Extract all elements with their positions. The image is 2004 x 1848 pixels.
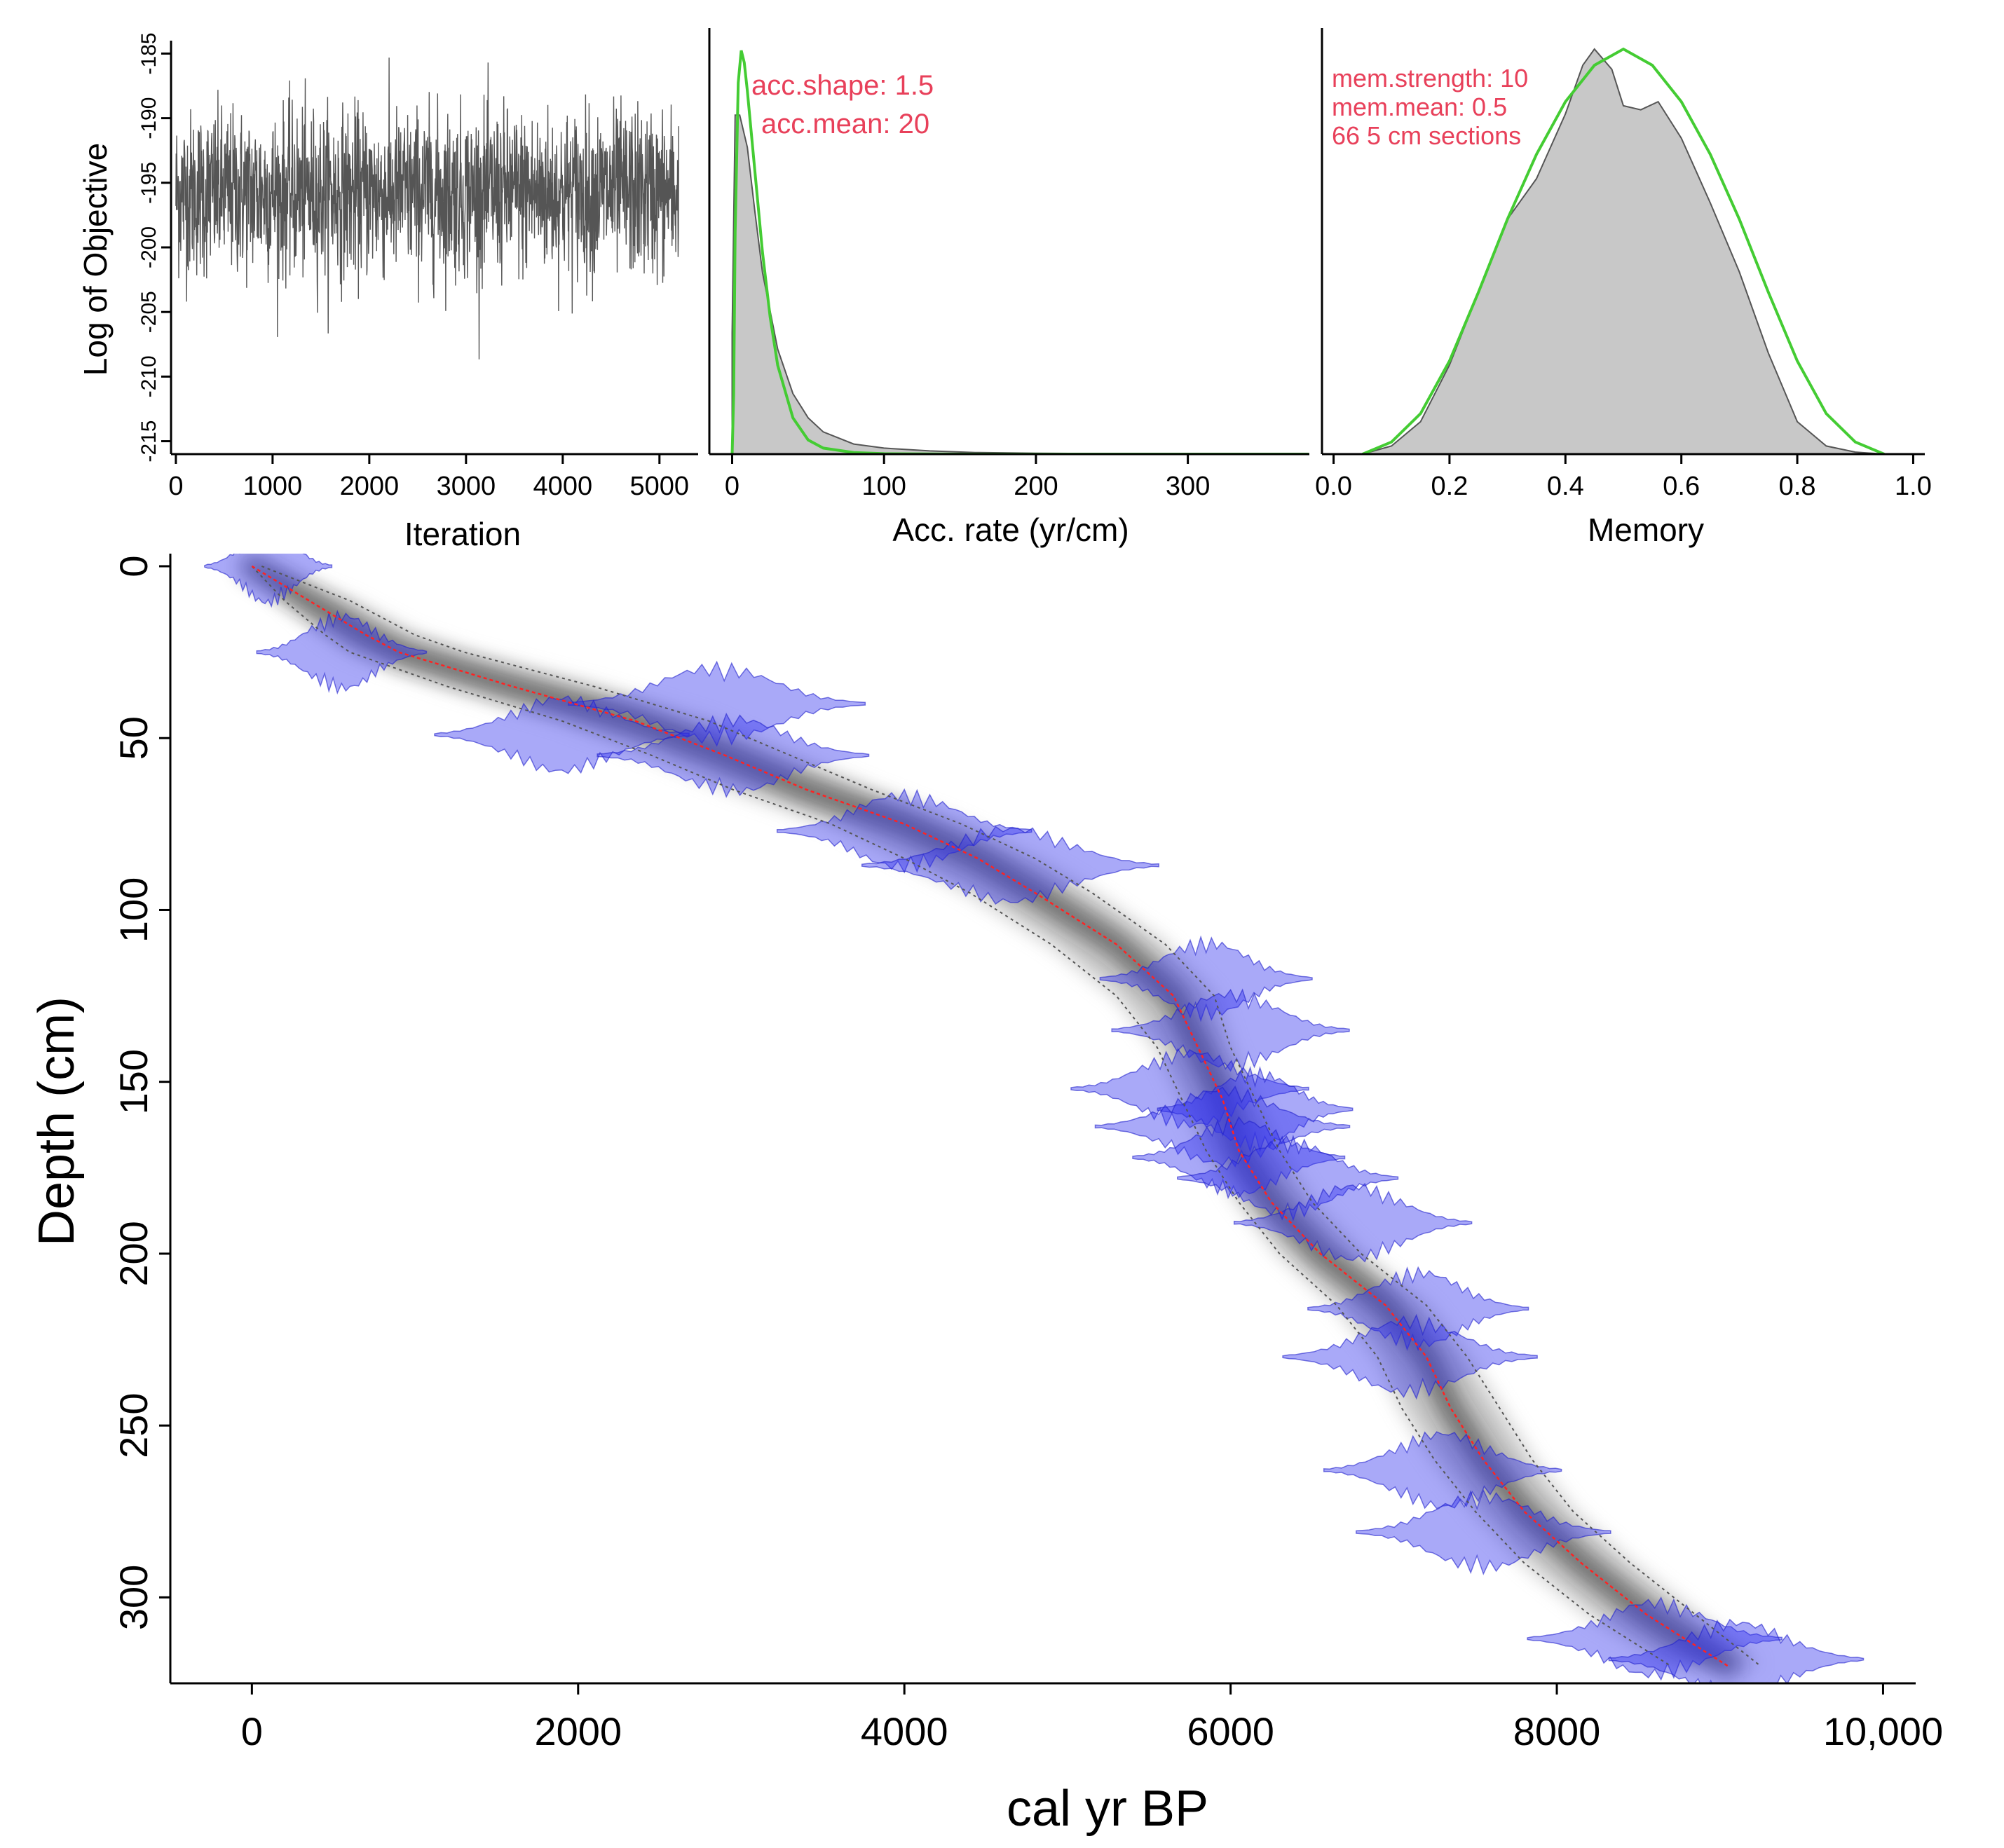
main-x-tick-label: 4000: [861, 1709, 948, 1753]
acc-x-tick-label: 200: [1014, 472, 1058, 501]
main-x-tick-label: 2000: [534, 1709, 622, 1753]
date-distribution: [1323, 1431, 1562, 1510]
main-x-tick-label: 8000: [1513, 1709, 1601, 1753]
trace-y-ticks: -215 -210 -205 -200 -195 -190 -185: [137, 32, 171, 463]
date-distribution: [1070, 1048, 1309, 1130]
age-model-envelope: [252, 566, 1761, 1666]
memory-plot-area: [1362, 47, 1885, 454]
memory-x-tick-label: 0.6: [1663, 472, 1700, 501]
main-y-tick-label: 200: [111, 1221, 156, 1286]
age-depth-panel: 0 2000 4000 6000 8000 10,000 0 50 100 150 200 250 3…: [29, 554, 1943, 1837]
main-x-ticks: 0 2000 4000 6000 8000 10,000: [241, 1683, 1943, 1753]
trace-y-tick-label: -210: [137, 355, 161, 397]
date-distribution: [597, 712, 870, 798]
memory-x-tick-label: 0.4: [1547, 472, 1584, 501]
memory-x-tick-label: 1.0: [1895, 472, 1932, 501]
date-distribution: [1233, 1182, 1473, 1263]
main-y-tick-label: 250: [111, 1392, 156, 1458]
date-distribution: [1307, 1266, 1529, 1351]
trace-y-tick-label: -215: [137, 420, 161, 463]
main-y-tick-label: 50: [111, 716, 156, 760]
acc-x-ticks: 0 100 200 300: [725, 454, 1210, 501]
trace-y-tick-label: -190: [137, 97, 161, 139]
date-distribution: [776, 788, 1032, 874]
date-distribution: [1099, 935, 1313, 1022]
main-x-tick-label: 10,000: [1823, 1709, 1943, 1753]
trace-y-tick-label: -205: [137, 291, 161, 333]
mem-sections-annotation: 66 5 cm sections: [1332, 121, 1521, 150]
date-distribution: [1527, 1596, 1783, 1681]
age-model-mean-line: [251, 565, 1729, 1667]
acc-x-tick-label: 100: [862, 472, 906, 501]
age-depth-plot-area: [204, 554, 1865, 1683]
date-distribution: [256, 610, 428, 695]
main-y-label: Depth (cm): [29, 997, 85, 1246]
date-distribution: [568, 660, 866, 747]
trace-x-tick-label: 3000: [437, 472, 496, 501]
date-distribution: [204, 554, 333, 608]
trace-y-tick-label: -195: [137, 162, 161, 204]
trace-x-label: Iteration: [404, 516, 521, 552]
date-distribution: [1132, 1115, 1346, 1200]
ci-upper-line: [261, 566, 1761, 1667]
date-distribution: [861, 826, 1159, 905]
acc-x-tick-label: 300: [1166, 472, 1210, 501]
memory-x-tick-label: 0.2: [1431, 472, 1468, 501]
date-distribution: [1094, 1086, 1351, 1168]
acc-mean-annotation: acc.mean: 20: [761, 109, 929, 139]
trace-x-ticks: 0 1000 2000 3000 4000 5000: [168, 454, 689, 501]
main-x-tick-label: 6000: [1187, 1709, 1274, 1753]
acc-posterior-area: [731, 114, 1309, 454]
acc-rate-panel: 0 100 200 300 acc.shape: 1.5 acc.mean: 20 A…: [708, 28, 1309, 548]
acc-shape-annotation: acc.shape: 1.5: [751, 70, 934, 101]
main-y-ticks: 0 50 100 150 200 250 300: [111, 555, 170, 1630]
memory-prior-line: [1362, 47, 1885, 454]
date-distribution: [1157, 1065, 1354, 1153]
trace-x-tick-label: 1000: [243, 472, 303, 501]
memory-panel: 0.0 0.2 0.4 0.6 0.8 1.0 mem.strength: 10 mem.…: [1315, 28, 1932, 548]
main-x-tick-label: 0: [241, 1709, 263, 1753]
date-distribution: [1356, 1488, 1611, 1575]
trace-series-line: [175, 57, 679, 360]
acc-x-label: Acc. rate (yr/cm): [892, 512, 1129, 548]
memory-x-tick-label: 0.8: [1779, 472, 1816, 501]
trace-y-tick-label: -200: [137, 226, 161, 268]
acc-x-tick-label: 0: [725, 472, 739, 501]
memory-posterior-area: [1362, 48, 1885, 454]
mem-strength-annotation: mem.strength: 10: [1332, 64, 1528, 93]
date-distribution: [1177, 1135, 1399, 1221]
main-y-tick-label: 100: [111, 877, 156, 943]
memory-x-label: Memory: [1588, 512, 1704, 548]
trace-panel: 0 1000 2000 3000 4000 5000 -215 -210 -205 -200 -1…: [77, 32, 698, 552]
trace-plot-area: [175, 57, 679, 360]
ci-lower-line: [251, 566, 1672, 1667]
trace-x-tick-label: 5000: [630, 472, 690, 501]
memory-x-tick-label: 0.0: [1315, 472, 1352, 501]
date-distribution: [1608, 1618, 1865, 1683]
mem-mean-annotation: mem.mean: 0.5: [1332, 93, 1507, 121]
trace-y-label: Log of Objective: [77, 143, 114, 376]
trace-y-tick-label: -185: [137, 32, 161, 74]
main-y-tick-label: 150: [111, 1049, 156, 1114]
main-y-tick-label: 300: [111, 1565, 156, 1630]
trace-x-tick-label: 2000: [340, 472, 400, 501]
trace-x-tick-label: 0: [168, 472, 183, 501]
main-x-label: cal yr BP: [1007, 1781, 1208, 1837]
trace-x-tick-label: 4000: [533, 472, 593, 501]
main-y-tick-label: 0: [111, 555, 156, 577]
date-distribution: [1282, 1313, 1538, 1400]
memory-x-ticks: 0.0 0.2 0.4 0.6 0.8 1.0: [1315, 454, 1932, 501]
